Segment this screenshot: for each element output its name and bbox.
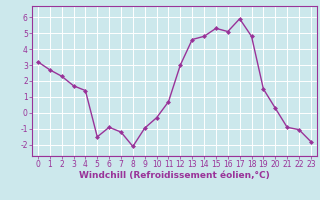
X-axis label: Windchill (Refroidissement éolien,°C): Windchill (Refroidissement éolien,°C): [79, 171, 270, 180]
